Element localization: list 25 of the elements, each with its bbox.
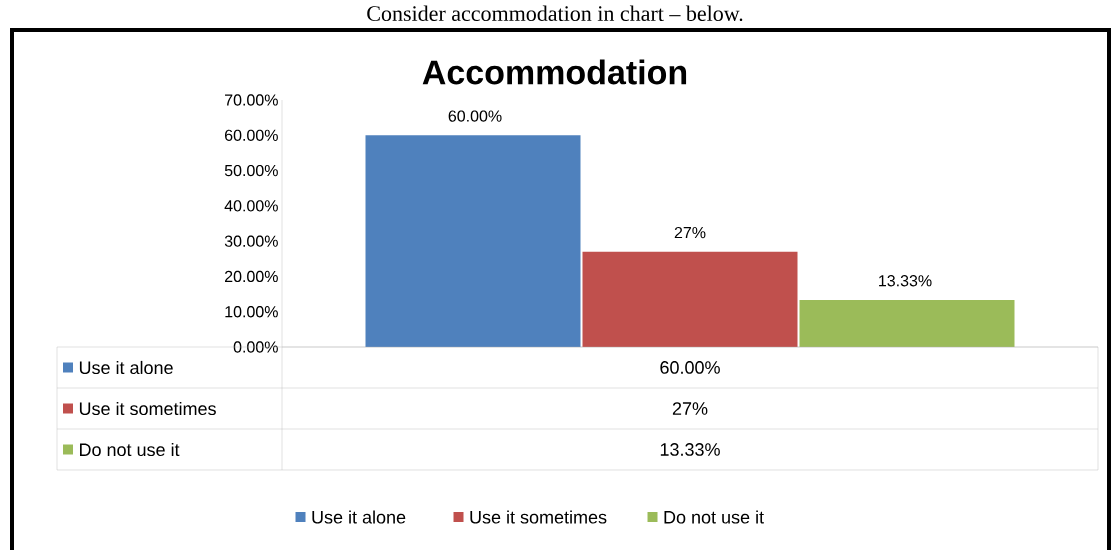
text: 13.33% <box>660 443 720 456</box>
data-label: 60.00% <box>448 110 502 122</box>
legend-label: Use it sometimes <box>470 510 607 524</box>
chart-title: Accommodation <box>422 59 687 85</box>
y-tick-label: 20.00% <box>225 270 278 283</box>
text: 60.00% <box>660 361 720 374</box>
legend-label: Use it alone <box>312 510 406 524</box>
bar <box>582 251 798 347</box>
y-tick-label: 60.00% <box>225 129 278 141</box>
y-tick-label: 70.00% <box>225 94 278 106</box>
text: Do not use it <box>80 442 180 457</box>
text: Use it alone <box>79 360 173 375</box>
y-tick-label: 0.00% <box>233 341 278 353</box>
y-tick-label: 40.00% <box>224 200 278 212</box>
bar <box>365 135 581 347</box>
bar <box>799 299 1015 347</box>
text: Consider accommodation in chart – below. <box>367 5 743 22</box>
text: 27% <box>672 402 708 415</box>
legend-label: Do not use it <box>664 510 764 524</box>
data-label: 13.33% <box>879 275 932 287</box>
y-tick-label: 30.00% <box>224 235 278 247</box>
text: Use it sometimes <box>79 401 216 416</box>
y-tick-label: 50.00% <box>224 164 278 177</box>
y-tick-label: 10.00% <box>225 306 278 318</box>
data-label: 27% <box>674 226 706 239</box>
